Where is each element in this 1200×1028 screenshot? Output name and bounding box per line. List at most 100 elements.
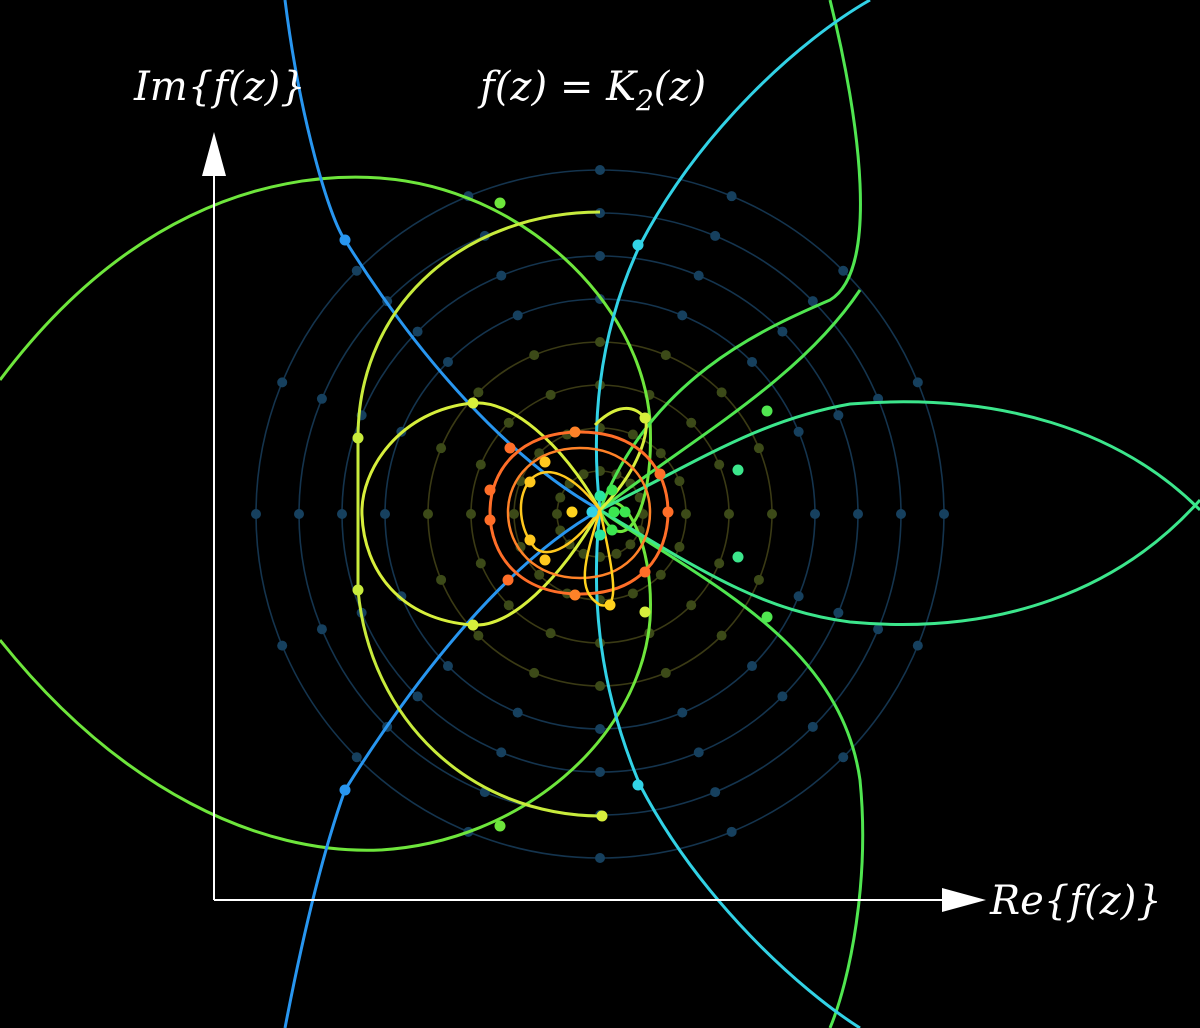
y-axis-arrow-icon <box>202 132 226 176</box>
mapped-point-dot <box>639 566 651 578</box>
faint-grid-dot <box>436 443 447 454</box>
curve-green-top-arc-2 <box>599 289 862 512</box>
mapped-point-dot <box>467 619 479 631</box>
faint-grid-dot <box>294 509 304 519</box>
faint-grid-dot <box>873 624 884 635</box>
faint-grid-dot <box>810 509 820 519</box>
curve-blue-lower <box>283 508 601 1028</box>
faint-grid-dot <box>509 509 519 519</box>
curve-yellow-inner <box>519 471 602 554</box>
faint-grid-dot <box>677 310 688 321</box>
faint-grid-dot <box>351 265 362 276</box>
faint-grid-dot <box>475 558 486 569</box>
x-axis-label: Re{f(z)} <box>989 878 1162 924</box>
faint-grid-dot <box>838 752 849 763</box>
mapped-point-dot <box>639 412 651 424</box>
curve-yellowgreen-outer <box>356 210 601 818</box>
mapped-point-dot <box>502 574 514 586</box>
mapped-point-dot <box>339 234 351 246</box>
mapped-point-dot <box>586 506 598 518</box>
mapped-point-dot <box>494 197 506 209</box>
faint-grid-dot <box>777 326 788 337</box>
faint-grid-dot <box>627 588 638 599</box>
mapped-points <box>339 197 773 832</box>
faint-grid-dot <box>853 509 863 519</box>
faint-grid-dot <box>578 469 589 480</box>
curve-blue-upper <box>283 0 601 512</box>
faint-grid-dot <box>595 251 605 261</box>
faint-grid-dot <box>726 826 737 837</box>
faint-grid-dot <box>838 265 849 276</box>
mapped-point-dot <box>608 506 620 518</box>
faint-grid-dot <box>475 459 486 470</box>
faint-grid-dot <box>807 296 818 307</box>
faint-grid-dot <box>251 509 261 519</box>
faint-grid-dot <box>595 681 605 691</box>
faint-grid-dot <box>529 667 540 678</box>
faint-grid-dot <box>277 640 288 651</box>
faint-grid-dot <box>529 350 540 361</box>
faint-grid-dot <box>716 387 727 398</box>
faint-grid-dot <box>627 429 638 440</box>
diagram-title: f(z) = K2(z) <box>477 64 706 117</box>
mapped-point-dot <box>662 506 674 518</box>
faint-grid-dot <box>277 377 288 388</box>
mapped-point-dot <box>619 506 631 518</box>
mapped-point-dot <box>632 239 644 251</box>
faint-grid-dot <box>316 624 327 635</box>
faint-grid-dot <box>595 853 605 863</box>
curve-orange-circle-2 <box>506 446 652 580</box>
faint-grid-dot <box>674 476 685 487</box>
faint-grid-dot <box>503 600 514 611</box>
faint-grid-dot <box>939 509 949 519</box>
mapped-point-dot <box>596 810 608 822</box>
mapped-point-dot <box>732 464 744 476</box>
mapped-point-dot <box>604 599 616 611</box>
faint-grid-dot <box>436 574 447 585</box>
faint-grid-dot <box>912 377 923 388</box>
mapped-point-dot <box>484 514 496 526</box>
faint-grid-dot <box>686 600 697 611</box>
faint-grid-dot <box>710 230 721 241</box>
faint-grid-dot <box>693 747 704 758</box>
faint-grid-dot <box>595 165 605 175</box>
faint-grid-dot <box>655 448 666 459</box>
mapped-point-dot <box>494 820 506 832</box>
faint-grid-dot <box>396 591 407 602</box>
faint-grid-dot <box>726 191 737 202</box>
faint-grid-dot <box>337 509 347 519</box>
faint-grid-dot <box>674 541 685 552</box>
faint-grid-dot <box>714 459 725 470</box>
faint-grid-dot <box>595 767 605 777</box>
faint-grid-dot <box>747 356 758 367</box>
mapped-point-dot <box>569 426 581 438</box>
curve-teal-right-upper <box>599 400 1200 512</box>
faint-grid-dot <box>793 591 804 602</box>
mapped-point-dot <box>654 468 666 480</box>
faint-grid-dot <box>423 509 433 519</box>
title-subscript: 2 <box>635 84 654 117</box>
faint-grid-dot <box>710 787 721 798</box>
faint-grid-dot <box>677 707 688 718</box>
faint-grid-dot <box>753 443 764 454</box>
mapped-point-dot <box>539 554 551 566</box>
curve-yellowgreen-inner <box>360 401 602 627</box>
faint-grid-dot <box>473 630 484 641</box>
faint-grid-dot <box>681 509 691 519</box>
faint-grid-dot <box>896 509 906 519</box>
faint-grid-dot <box>912 640 923 651</box>
faint-grid-dot <box>496 270 507 281</box>
mapped-point-dot <box>352 432 364 444</box>
mapped-point-dot <box>594 490 606 502</box>
curve-green-bottom-arc <box>599 508 865 1028</box>
mapped-point-dot <box>524 476 536 488</box>
mapped-point-dot <box>352 584 364 596</box>
faint-grid-dot <box>686 417 697 428</box>
curve-yellow-inner-2 <box>583 509 615 607</box>
faint-grid-dot <box>714 558 725 569</box>
x-axis-arrow-icon <box>942 888 986 912</box>
faint-grid-dot <box>512 707 523 718</box>
faint-grid-dot <box>777 691 788 702</box>
faint-grid-dot <box>380 509 390 519</box>
mapped-point-dot <box>539 456 551 468</box>
